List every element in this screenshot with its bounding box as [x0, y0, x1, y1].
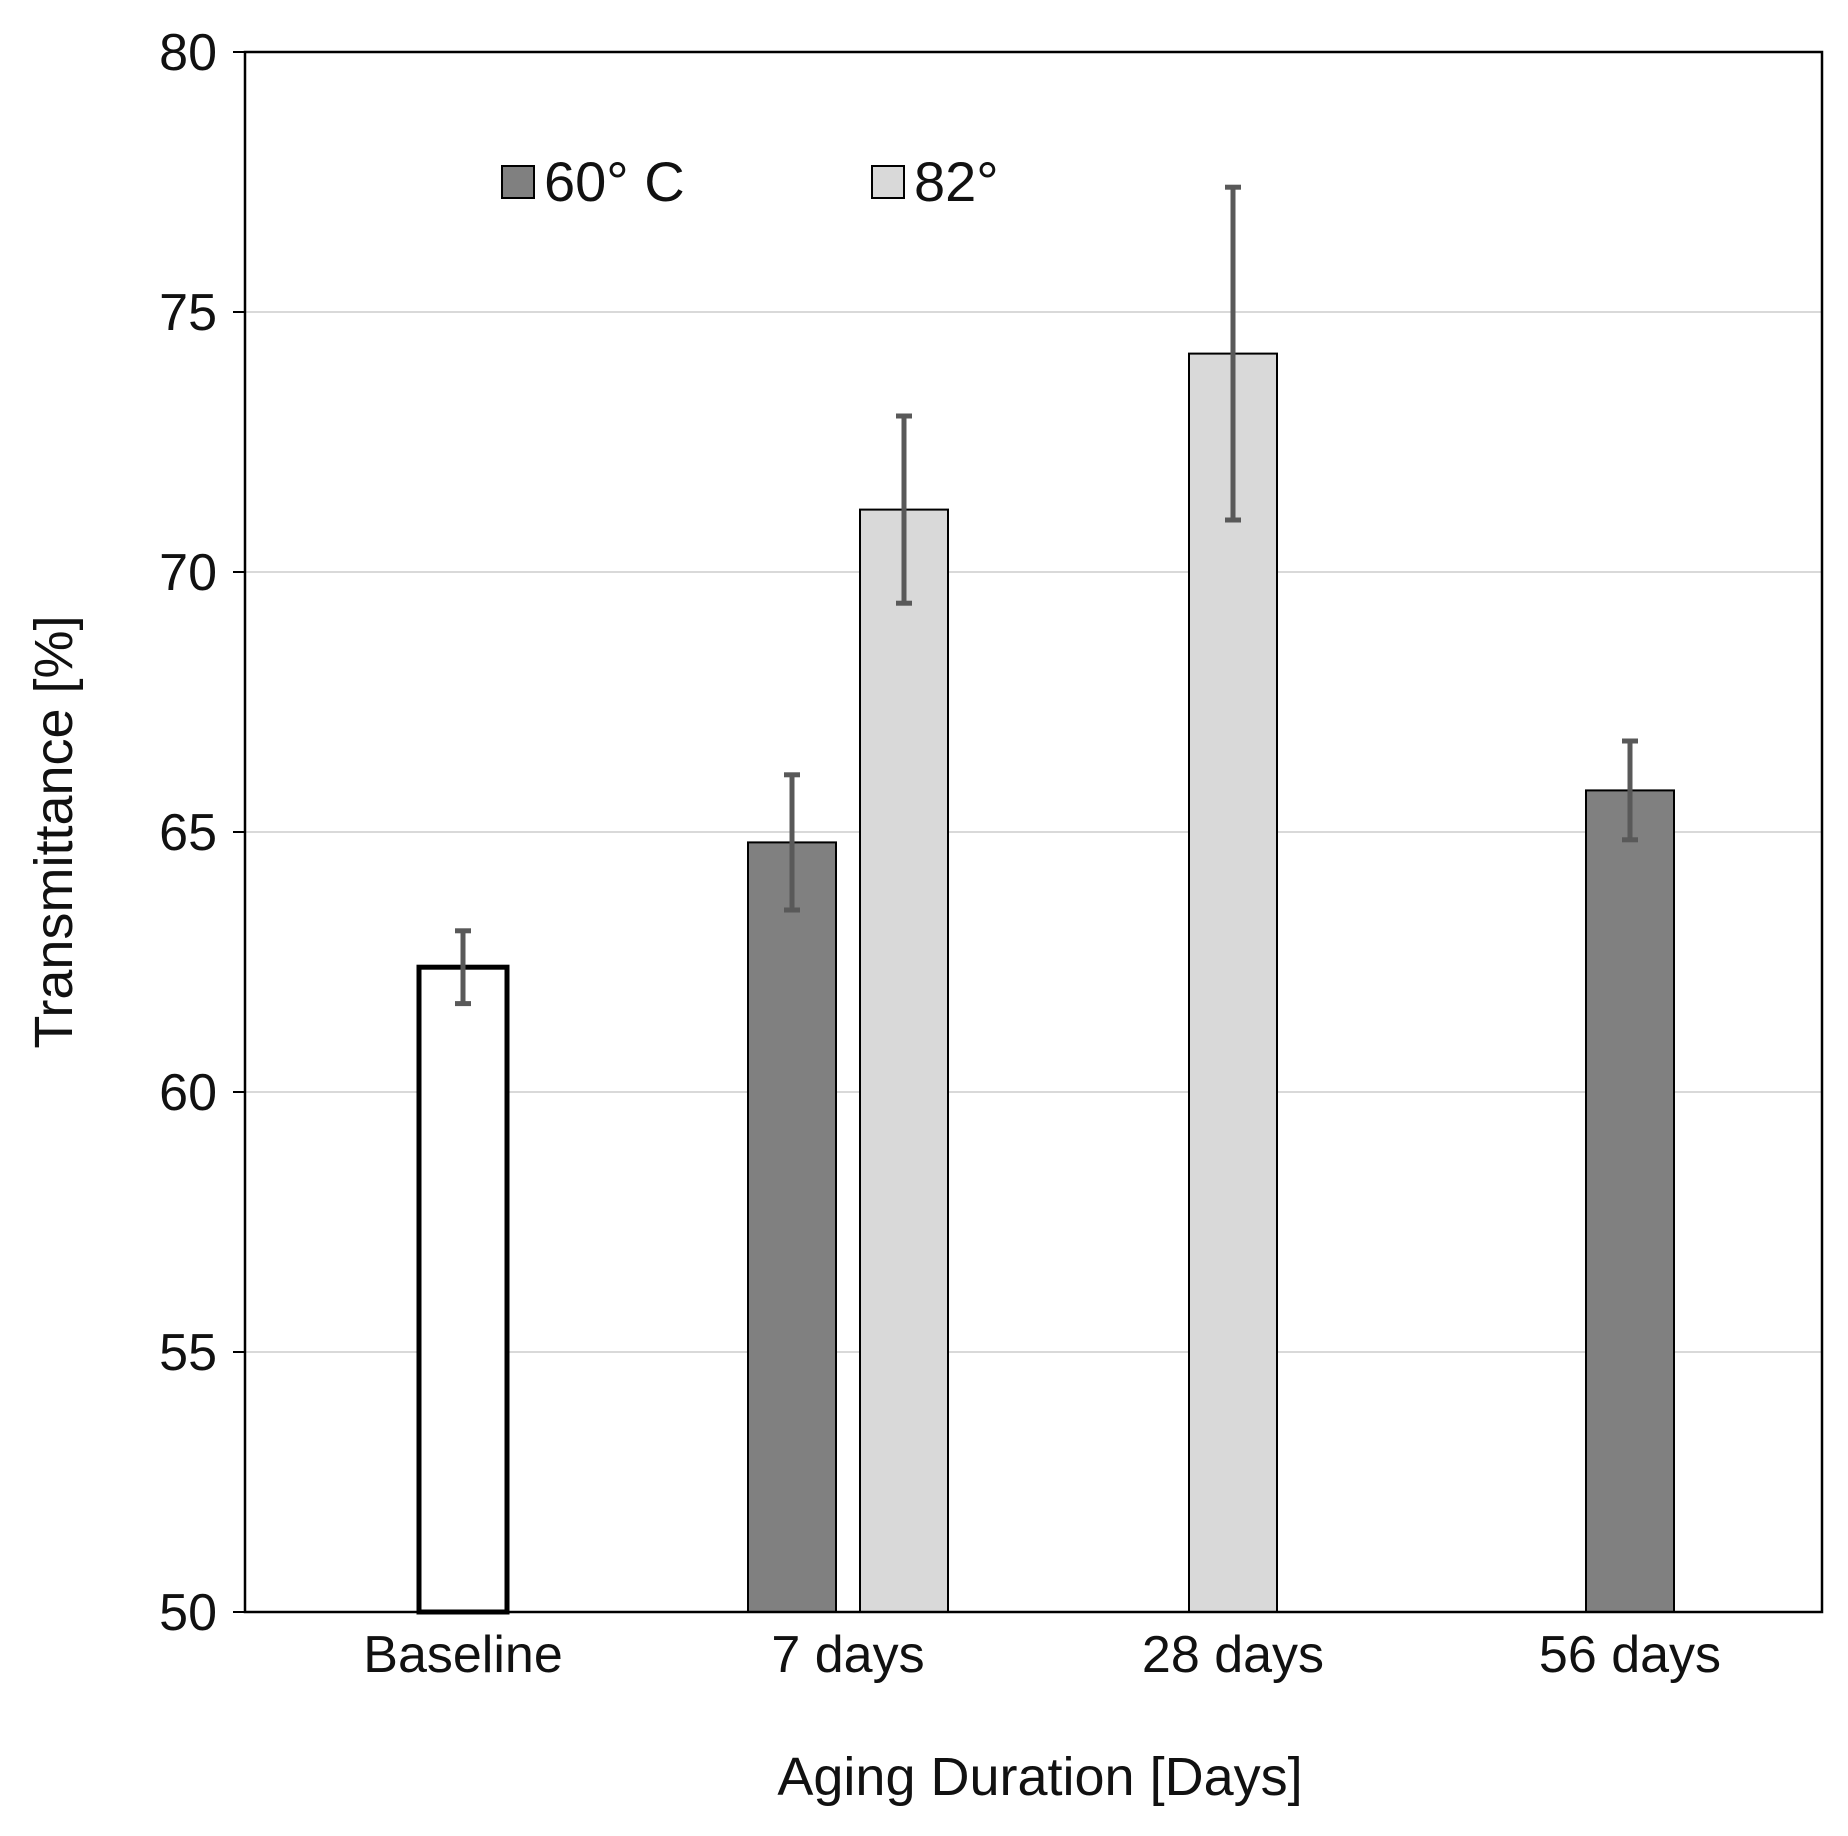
y-tick-label: 50 — [159, 1584, 217, 1642]
y-tick-label: 70 — [159, 544, 217, 602]
bars — [416, 352, 1675, 1615]
y-tick-label: 80 — [159, 24, 217, 82]
legend-label-s82: 82° — [914, 150, 999, 213]
x-tick-label: Baseline — [363, 1626, 562, 1684]
legend: 60° C 82° — [501, 150, 999, 213]
x-axis-title: Aging Duration [Days] — [777, 1747, 1302, 1807]
legend-label-s60: 60° C — [544, 150, 685, 213]
legend-swatch-s60 — [501, 165, 535, 199]
x-tick-label: 56 days — [1539, 1626, 1721, 1684]
bar-baseline-0 — [416, 964, 510, 1615]
y-tick-label: 75 — [159, 284, 217, 342]
x-tick-label: 28 days — [1142, 1626, 1324, 1684]
y-axis-title: Transmittance [%] — [24, 615, 84, 1048]
bar-s82-2 — [1188, 352, 1278, 1614]
bar-s60-3 — [1585, 789, 1675, 1613]
y-axis-ticks: 50 55 60 65 70 75 80 — [159, 24, 245, 1642]
error-bars — [455, 184, 1638, 1007]
bar-s60-1 — [747, 841, 837, 1613]
y-tick-label: 65 — [159, 804, 217, 862]
x-axis-ticks: Baseline 7 days 28 days 56 days — [363, 1626, 1721, 1684]
y-tick-label: 55 — [159, 1324, 217, 1382]
bar-s82-1 — [859, 508, 949, 1614]
x-tick-label: 7 days — [771, 1626, 924, 1684]
y-tick-label: 60 — [159, 1064, 217, 1122]
legend-swatch-s82 — [871, 165, 905, 199]
